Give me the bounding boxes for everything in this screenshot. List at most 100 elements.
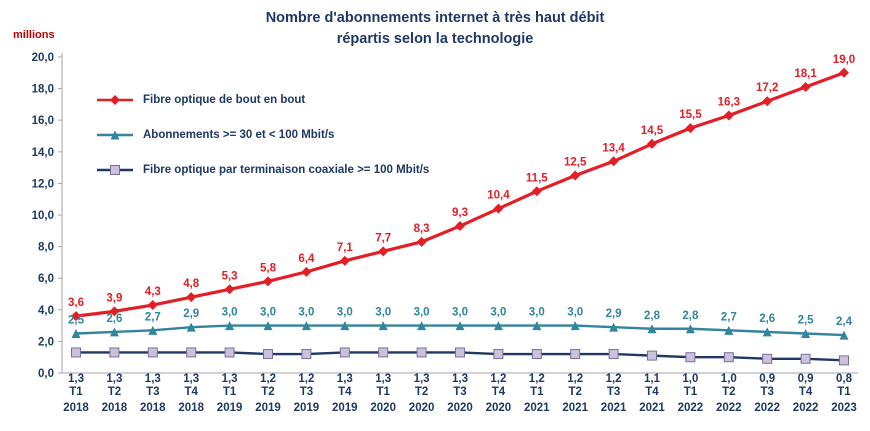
square-marker xyxy=(263,349,273,360)
data-label: 1,3 xyxy=(222,373,238,385)
data-label: 1,2 xyxy=(567,373,583,385)
x-axis-label: T2 2021 xyxy=(562,386,588,414)
y-axis-label: 18,0 xyxy=(32,84,54,96)
diamond-marker xyxy=(493,203,504,214)
data-label: 8,3 xyxy=(414,223,430,235)
data-label: 6,4 xyxy=(298,253,315,265)
data-label: 2,4 xyxy=(836,316,853,328)
data-label: 2,6 xyxy=(759,313,775,325)
data-label: 1,2 xyxy=(529,373,545,385)
data-label: 0,8 xyxy=(836,373,853,385)
square-marker xyxy=(71,347,81,358)
data-label: 16,3 xyxy=(718,96,740,108)
data-label: 2,6 xyxy=(106,313,122,325)
data-label: 3,0 xyxy=(452,307,468,319)
diamond-marker xyxy=(263,276,273,287)
y-axis-label: 4,0 xyxy=(38,305,54,317)
data-label: 1,0 xyxy=(721,373,737,385)
square-marker xyxy=(493,349,504,360)
legend-label: Fibre optique par terminaison coaxiale >… xyxy=(143,164,430,176)
y-axis-label: 16,0 xyxy=(32,115,54,127)
square-marker xyxy=(800,353,811,364)
legend-triangle-icon xyxy=(97,130,133,140)
x-axis-label: T2 2018 xyxy=(102,386,128,414)
data-label: 14,5 xyxy=(641,125,664,137)
data-label: 3,0 xyxy=(222,307,238,319)
data-label: 3,0 xyxy=(490,307,506,319)
triangle-marker xyxy=(609,322,619,332)
data-label: 1,3 xyxy=(106,373,122,385)
data-label: 1,3 xyxy=(68,373,84,385)
diamond-marker xyxy=(224,284,235,295)
triangle-marker xyxy=(110,130,120,140)
data-label: 3,0 xyxy=(298,307,314,319)
y-axis-label: 10,0 xyxy=(32,210,54,222)
y-axis-label: 12,0 xyxy=(32,178,54,190)
chart-title: Nombre d'abonnements internet à très hau… xyxy=(0,8,870,50)
data-label: 7,1 xyxy=(337,242,354,254)
data-label: 4,8 xyxy=(183,278,200,290)
triangle-marker xyxy=(570,321,580,331)
legend: Fibre optique de bout en bout Abonnements… xyxy=(96,93,429,177)
diamond-marker xyxy=(378,246,389,257)
triangle-marker xyxy=(762,327,772,337)
square-marker xyxy=(147,347,158,358)
y-axis-label: 0,0 xyxy=(38,368,54,380)
square-marker xyxy=(608,349,619,360)
data-label: 7,7 xyxy=(375,232,391,244)
diamond-marker xyxy=(762,96,773,107)
x-axis-label: T1 2023 xyxy=(831,386,857,414)
x-axis-label: T4 2022 xyxy=(793,386,819,414)
square-marker xyxy=(301,349,312,360)
square-marker xyxy=(839,355,849,366)
y-axis-label: 8,0 xyxy=(38,242,54,254)
triangle-marker xyxy=(685,324,695,334)
triangle-marker xyxy=(301,321,311,331)
square-marker xyxy=(570,349,581,360)
square-marker xyxy=(455,347,465,358)
legend-square-icon xyxy=(97,165,133,175)
data-label: 1,3 xyxy=(183,373,199,385)
triangle-marker xyxy=(378,321,388,331)
triangle-marker xyxy=(801,329,811,338)
triangle-marker xyxy=(417,321,427,331)
data-label: 1,3 xyxy=(145,373,161,385)
legend-item: Fibre optique de bout en bout xyxy=(96,93,429,107)
x-axis-label: T4 2020 xyxy=(486,386,512,414)
data-label: 13,4 xyxy=(602,142,625,154)
data-label: 1,3 xyxy=(452,373,468,385)
data-label: 1,3 xyxy=(414,373,430,385)
data-label: 9,3 xyxy=(452,207,468,219)
x-axis-label: T4 2021 xyxy=(639,386,665,414)
diamond-marker xyxy=(339,255,350,266)
square-marker xyxy=(109,347,120,358)
data-label: 2,7 xyxy=(145,311,161,323)
data-label: 1,2 xyxy=(606,373,622,385)
x-axis-label: T1 2018 xyxy=(63,386,89,414)
x-axis-label: T2 2019 xyxy=(255,386,281,414)
data-label: 3,0 xyxy=(260,307,276,319)
triangle-marker xyxy=(148,325,158,335)
x-axis-label: T3 2019 xyxy=(294,386,320,414)
diamond-marker xyxy=(416,236,427,247)
data-label: 0,9 xyxy=(759,373,775,385)
data-label: 3,0 xyxy=(567,307,583,319)
data-label: 2,9 xyxy=(183,308,199,320)
data-label: 1,2 xyxy=(260,373,276,385)
data-label: 1,2 xyxy=(298,373,314,385)
diamond-marker xyxy=(71,311,81,322)
data-label: 3,0 xyxy=(414,307,430,319)
data-label: 2,9 xyxy=(606,308,622,320)
triangle-marker xyxy=(724,325,734,335)
data-label: 1,3 xyxy=(337,373,353,385)
data-label: 1,1 xyxy=(644,373,661,385)
triangle-marker xyxy=(71,329,81,338)
x-axis-label: T3 2018 xyxy=(140,386,166,414)
square-marker xyxy=(723,352,734,363)
square-marker xyxy=(110,165,120,175)
square-marker xyxy=(685,352,696,363)
legend-item: Abonnements >= 30 et < 100 Mbit/s xyxy=(96,128,429,142)
data-label: 10,4 xyxy=(487,190,510,202)
square-marker xyxy=(339,347,350,358)
